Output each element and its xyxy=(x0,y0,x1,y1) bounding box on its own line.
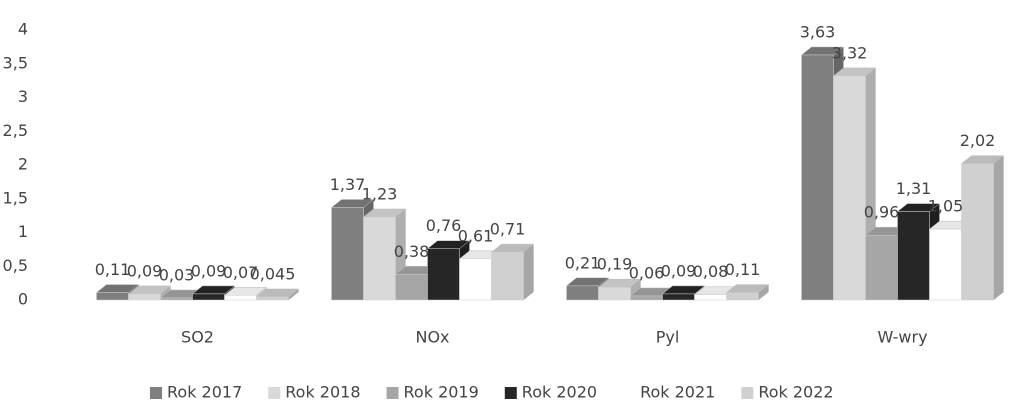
data-label: 0,11 xyxy=(725,260,761,279)
y-tick-label: 4 xyxy=(18,20,28,39)
legend-swatch xyxy=(386,387,399,399)
y-tick-label: 0 xyxy=(18,290,28,309)
legend-label: Rok 2019 xyxy=(404,383,479,402)
bar-side xyxy=(993,155,1004,301)
bar xyxy=(630,295,663,301)
bar xyxy=(865,234,898,301)
data-label: 0,96 xyxy=(864,203,900,222)
x-tick-label: Pyl xyxy=(656,328,680,347)
x-tick-label: W-wry xyxy=(877,328,927,347)
data-label: 0,11 xyxy=(95,260,131,279)
legend-swatch xyxy=(741,387,754,399)
bar xyxy=(459,258,492,301)
data-label: 0,19 xyxy=(597,255,633,274)
bar xyxy=(331,207,364,301)
legend-label: Rok 2022 xyxy=(758,383,833,402)
data-label: 0,09 xyxy=(127,261,163,280)
data-label: 1,23 xyxy=(362,184,398,203)
legend-label: Rok 2020 xyxy=(522,383,597,402)
bar xyxy=(128,293,161,301)
legend-swatch xyxy=(268,387,281,399)
bar xyxy=(427,248,460,301)
bar xyxy=(662,293,695,301)
data-label: 0,045 xyxy=(250,264,296,283)
data-label: 0,71 xyxy=(490,220,526,239)
bar xyxy=(598,286,631,301)
legend-swatch xyxy=(504,387,517,399)
bar xyxy=(833,75,866,301)
data-label: 1,05 xyxy=(928,197,964,216)
data-label: 3,63 xyxy=(800,22,836,41)
data-label: 1,31 xyxy=(896,179,932,198)
y-tick-label: 0,5 xyxy=(3,256,28,275)
legend-label: Rok 2021 xyxy=(640,383,715,402)
legend-label: Rok 2017 xyxy=(167,383,242,402)
y-tick-label: 1 xyxy=(18,222,28,241)
data-label: 0,61 xyxy=(458,226,494,245)
bar xyxy=(96,292,129,301)
data-label: 1,37 xyxy=(330,175,366,194)
bar xyxy=(726,292,759,301)
bar-side xyxy=(523,243,534,301)
data-label: 0,38 xyxy=(394,242,430,261)
data-label: 0,08 xyxy=(693,262,729,281)
data-label: 0,06 xyxy=(629,263,665,282)
data-label: 0,21 xyxy=(565,253,601,272)
bar xyxy=(491,251,524,301)
legend-swatch xyxy=(622,386,636,400)
data-label: 0,76 xyxy=(426,216,462,235)
legend-swatch xyxy=(150,387,162,399)
y-tick-label: 2 xyxy=(18,155,28,174)
bar xyxy=(897,211,930,301)
data-label: 0,09 xyxy=(191,261,227,280)
bar xyxy=(256,296,289,301)
bar xyxy=(961,163,994,301)
bar xyxy=(363,216,396,301)
data-label: 0,03 xyxy=(159,265,195,284)
y-tick-label: 3 xyxy=(18,87,28,106)
legend-label: Rok 2018 xyxy=(285,383,360,402)
bar xyxy=(160,297,193,301)
data-label: 0,09 xyxy=(661,261,697,280)
y-tick-label: 2,5 xyxy=(3,121,28,140)
y-tick-label: 1,5 xyxy=(3,188,28,207)
bar xyxy=(801,54,834,301)
bar xyxy=(395,274,428,301)
bar xyxy=(566,285,599,301)
data-label: 2,02 xyxy=(960,131,996,150)
bar xyxy=(224,295,257,301)
y-tick-label: 3,5 xyxy=(3,53,28,72)
x-tick-label: SO2 xyxy=(181,328,214,347)
bar xyxy=(929,228,962,301)
data-label: 0,07 xyxy=(223,263,259,282)
x-tick-label: NOx xyxy=(415,328,449,347)
bar xyxy=(694,294,727,301)
data-label: 3,32 xyxy=(832,43,868,62)
bar xyxy=(192,293,225,301)
